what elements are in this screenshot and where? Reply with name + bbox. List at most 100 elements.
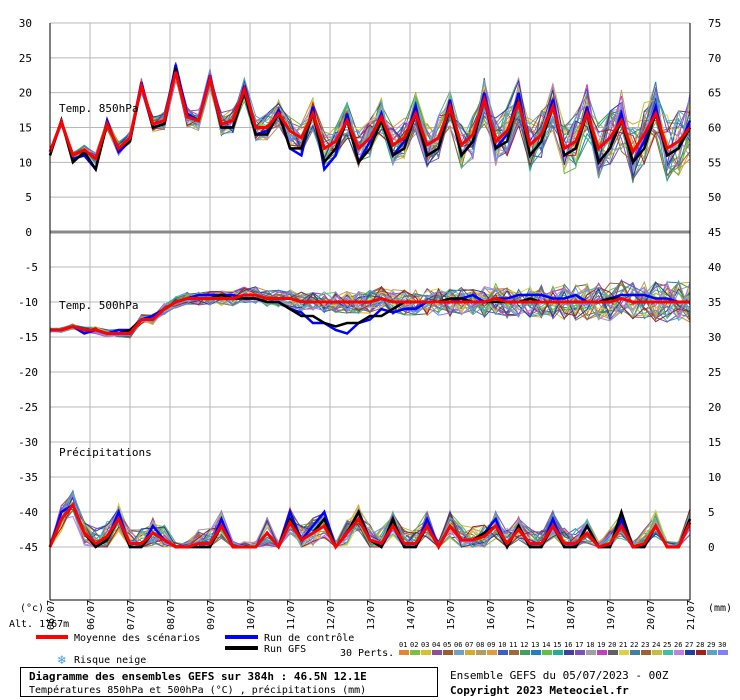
tick-label-left: 15 xyxy=(19,122,32,135)
perturbation-swatch xyxy=(454,650,464,655)
legend-control-label: Run de contrôle xyxy=(264,632,354,644)
perturbation-number: 13 xyxy=(531,641,539,649)
perturbation-line-precip xyxy=(49,494,691,548)
tick-label-left: 5 xyxy=(25,191,32,204)
date-label: 08/07 xyxy=(166,600,177,630)
date-label: 11/07 xyxy=(286,600,297,630)
date-label: 06/07 xyxy=(46,600,57,630)
date-label: 13/07 xyxy=(366,600,377,630)
series-line-t500 xyxy=(50,293,690,335)
footer-copyright: Copyright 2023 Meteociel.fr xyxy=(450,684,629,697)
tick-label-right: 65 xyxy=(708,87,721,100)
perturbation-swatch xyxy=(597,650,607,655)
tick-label-left: -35 xyxy=(18,471,38,484)
panel-label-t500: Temp. 500hPa xyxy=(59,299,138,312)
perturbation-number: 20 xyxy=(608,641,616,649)
perturbation-swatch xyxy=(663,650,673,655)
perturbation-number: 06 xyxy=(454,641,462,649)
perturbation-swatch xyxy=(718,650,728,655)
perturbation-swatch xyxy=(531,650,541,655)
perturbation-number: 19 xyxy=(597,641,605,649)
tick-label-left: -10 xyxy=(18,296,38,309)
perturbation-swatch xyxy=(520,650,530,655)
perturbation-number: 02 xyxy=(410,641,418,649)
perturbation-number: 03 xyxy=(421,641,429,649)
perturbation-swatch xyxy=(509,650,519,655)
perturbation-number: 07 xyxy=(465,641,473,649)
tick-label-left: 10 xyxy=(19,156,32,169)
perturbation-number: 08 xyxy=(476,641,484,649)
axes: 30252015105075706560555045-5-10-15-20-25… xyxy=(18,17,721,630)
tick-label-left: -25 xyxy=(18,401,38,414)
perturbation-number: 09 xyxy=(487,641,495,649)
tick-label-left: -40 xyxy=(18,506,38,519)
perturbation-number: 21 xyxy=(619,641,627,649)
perturbation-line-precip xyxy=(49,491,691,549)
right-unit-label: (mm) xyxy=(708,603,732,614)
date-label: 09/07 xyxy=(206,600,217,630)
date-label: 07/07 xyxy=(126,600,137,630)
perturbation-swatch xyxy=(696,650,706,655)
date-label: 20/07 xyxy=(646,600,657,630)
tick-label-left: 30 xyxy=(19,17,32,30)
date-label: 19/07 xyxy=(606,600,617,630)
tick-label-right: 15 xyxy=(708,436,721,449)
legend-mean-label: Moyenne des scénarios xyxy=(74,632,200,644)
date-label: 06/07 xyxy=(86,600,97,630)
perturbation-number: 22 xyxy=(630,641,638,649)
perturbation-line-t500 xyxy=(49,282,691,337)
footer-title-box: Diagramme des ensembles GEFS sur 384h : … xyxy=(20,667,438,697)
perturbation-swatch xyxy=(487,650,497,655)
tick-label-right: 40 xyxy=(708,261,721,274)
tick-label-right: 0 xyxy=(708,541,715,554)
perturbation-number: 29 xyxy=(707,641,715,649)
date-label: 10/07 xyxy=(246,600,257,630)
date-label: 18/07 xyxy=(566,600,577,630)
perturbation-swatch xyxy=(630,650,640,655)
perturbation-number: 05 xyxy=(443,641,451,649)
perturbation-number: 01 xyxy=(399,641,407,649)
series-line-t500 xyxy=(50,293,690,335)
tick-label-left: 25 xyxy=(19,52,32,65)
perturbation-swatch xyxy=(443,650,453,655)
tick-label-left: 0 xyxy=(25,226,32,239)
perturbation-swatch xyxy=(685,650,695,655)
legend-gfs-label: Run GFS xyxy=(264,644,306,655)
perturbation-number: 26 xyxy=(674,641,682,649)
perturbation-number: 11 xyxy=(509,641,517,649)
perturbation-swatch xyxy=(465,650,475,655)
date-label: 21/07 xyxy=(686,600,697,630)
perturbation-number: 30 xyxy=(718,641,726,649)
perturbation-swatch xyxy=(575,650,585,655)
tick-label-left: 20 xyxy=(19,87,32,100)
perturbation-swatch xyxy=(674,650,684,655)
altitude-label: Alt. 1767m xyxy=(9,619,69,630)
perturbation-swatch xyxy=(553,650,563,655)
date-label: 14/07 xyxy=(406,600,417,630)
perturbation-swatch xyxy=(652,650,662,655)
perturbation-legend: 01 02 03 04 05 06 07 08 09 10 11 12 13 14 15 16 17 18 19 20… xyxy=(399,641,728,655)
tick-label-left: -5 xyxy=(25,261,38,274)
date-label: 16/07 xyxy=(486,600,497,630)
perturbation-number: 18 xyxy=(586,641,594,649)
tick-label-right: 5 xyxy=(708,506,715,519)
perturbation-swatch xyxy=(410,650,420,655)
tick-label-right: 55 xyxy=(708,156,721,169)
panel-label-precip: Précipitations xyxy=(59,446,152,459)
grid xyxy=(49,22,691,600)
perturbation-count-label: 30 Perts. xyxy=(340,648,394,659)
date-label: 15/07 xyxy=(446,600,457,630)
perturbation-number: 23 xyxy=(641,641,649,649)
footer-subtitle: Températures 850hPa et 500hPa (°C) , pré… xyxy=(29,685,367,696)
tick-label-right: 45 xyxy=(708,226,721,239)
perturbation-number: 12 xyxy=(520,641,528,649)
tick-label-right: 20 xyxy=(708,401,721,414)
perturbation-swatch xyxy=(542,650,552,655)
perturbation-swatch xyxy=(564,650,574,655)
perturbation-number: 16 xyxy=(564,641,572,649)
date-label: 17/07 xyxy=(526,600,537,630)
perturbation-swatch xyxy=(421,650,431,655)
perturbation-swatch xyxy=(432,650,442,655)
series-line-precip xyxy=(48,502,692,551)
